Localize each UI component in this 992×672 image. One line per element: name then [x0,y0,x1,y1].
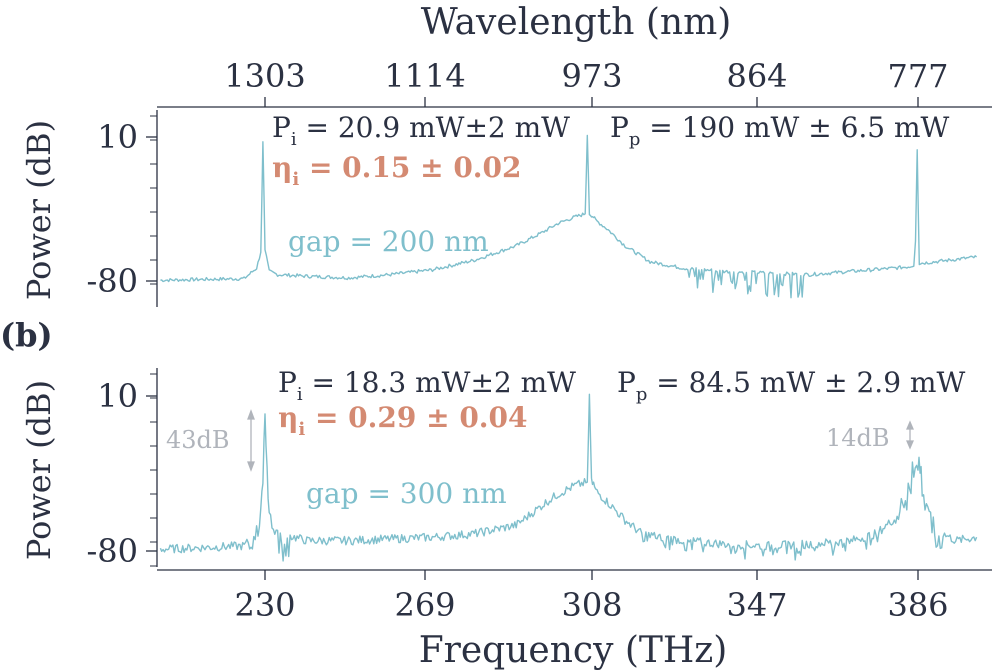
bottom-pp-annotation: Pp = 84.5 mW ± 2.9 mW [617,366,965,405]
top-pi-annotation: Pi = 20.9 mW±2 mW [272,111,570,150]
wavelength-tick-label: 973 [561,57,622,95]
top-axis-label: Wavelength (nm) [421,2,732,43]
spectrum-traces [159,134,978,562]
panel-b-label: (b) [0,316,53,354]
wavelength-tick-label: 1303 [224,57,305,95]
bottom-panel-ylabel: Power (dB) [20,380,58,560]
bottom-spectrum-line [159,393,978,562]
wavelength-tick-label: 777 [887,57,948,95]
wavelength-tick-label: 864 [726,57,787,95]
top-spectrum-line [160,134,978,299]
frequency-ticks: 230 269 308 347 386 [234,570,949,624]
frequency-tick-label: 386 [887,586,948,624]
left-ratio-arrow [247,409,255,472]
wavelength-tick-label: 1114 [384,57,465,95]
bottom-efficiency-annotation: ηi = 0.29 ± 0.04 [278,401,528,440]
left-ratio-annotation: 43dB [166,426,230,454]
bottom-pi-annotation: Pi = 18.3 mW±2 mW [278,366,576,405]
frequency-tick-label: 230 [234,586,295,624]
top-ytick-minus80: -80 [86,262,138,300]
top-gap-annotation: gap = 200 nm [288,225,489,258]
y-minor-ticks [146,115,157,567]
bottom-gap-annotation: gap = 300 nm [306,477,507,510]
frequency-tick-label: 308 [561,586,622,624]
top-pp-annotation: Pp = 190 mW ± 6.5 mW [610,111,950,150]
bottom-ytick-10: 10 [97,377,138,415]
bottom-axis-label: Frequency (THz) [419,630,728,671]
right-ratio-annotation: 14dB [826,424,890,452]
frequency-tick-label: 347 [726,586,787,624]
top-panel-ylabel: Power (dB) [20,120,58,300]
bottom-ytick-minus80: -80 [86,532,138,570]
top-ytick-10: 10 [97,118,138,156]
top-efficiency-annotation: ηi = 0.15 ± 0.02 [272,151,522,190]
wavelength-ticks: 1303 1114 973 864 777 [224,57,949,107]
right-ratio-arrow [906,420,914,450]
frequency-tick-label: 269 [394,586,455,624]
